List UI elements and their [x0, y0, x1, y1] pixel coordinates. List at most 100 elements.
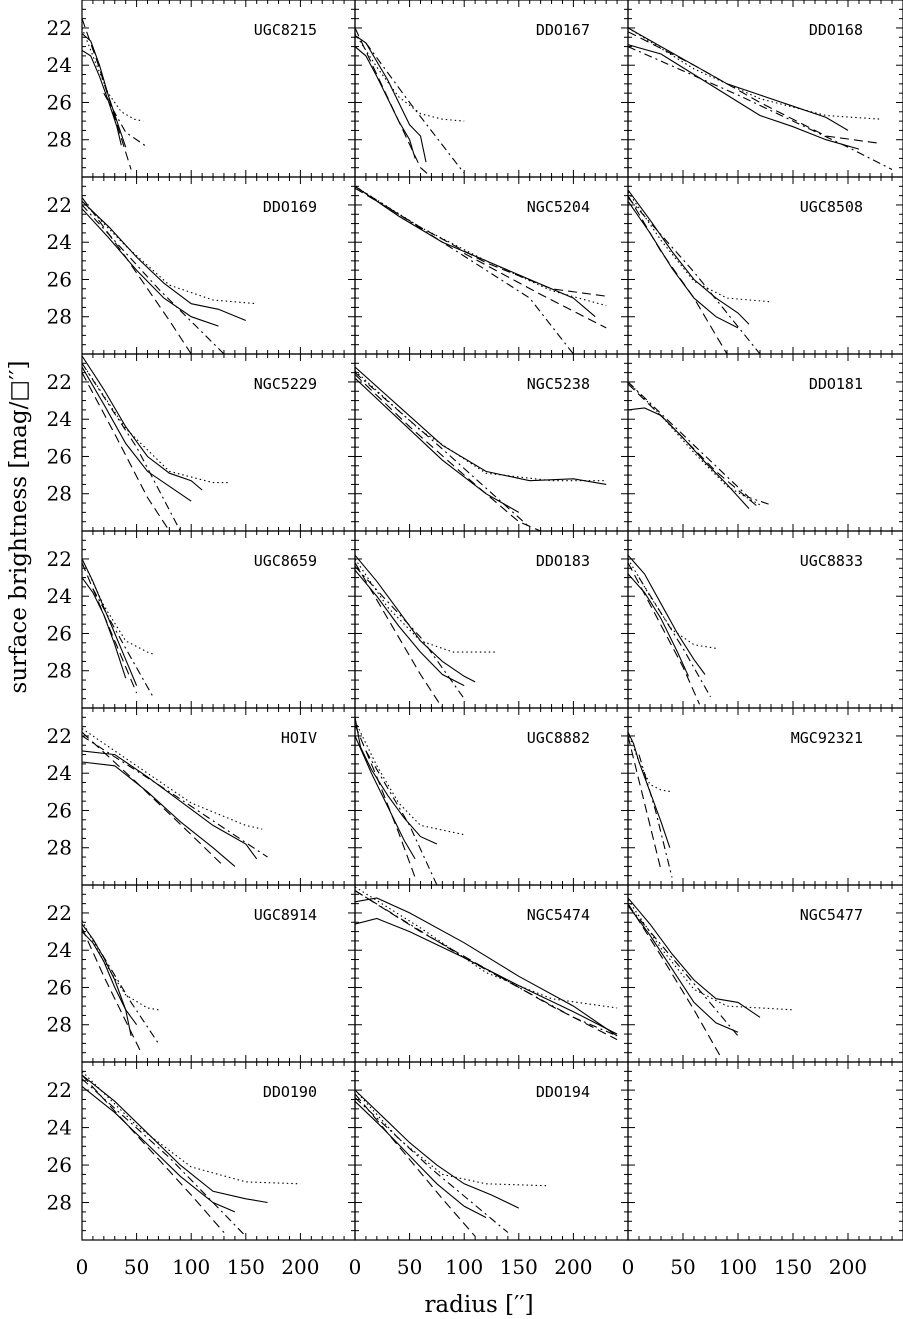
profile-solid-line [628, 44, 860, 150]
profiles [355, 185, 607, 354]
profile-dashed-line [628, 562, 701, 705]
y-tick-label: 24 [47, 230, 72, 254]
profile-solid-line [82, 208, 219, 327]
profile-dashed-line [82, 197, 192, 354]
profile-dashed-line [355, 187, 607, 297]
panel-ugc8882: UGC8882 [354, 707, 629, 886]
galaxy-name-label: UGC8215 [254, 21, 317, 39]
profile-dotted-line [355, 558, 497, 653]
profile-dashdot-line [82, 204, 225, 354]
panel-ngc5204: NGC5204 [354, 176, 629, 355]
profile-solid-line [82, 923, 132, 1037]
panel-ugc8914: UGC8914 [81, 884, 356, 1063]
panel-ngc5238: NGC5238 [354, 353, 629, 532]
profile-dashed-line [355, 724, 416, 878]
profile-dashed-line [355, 27, 432, 177]
panel-ugc8508: UGC8508 [627, 176, 903, 355]
y-tick-label: 22 [47, 16, 72, 40]
profiles [355, 717, 465, 885]
panel-ddo168: DDO168 [627, 0, 903, 178]
profile-dashed-line [82, 18, 132, 170]
y-tick-label: 22 [47, 370, 72, 394]
profiles [82, 1071, 301, 1237]
profile-solid-line [355, 377, 520, 513]
y-tick-label: 26 [47, 621, 72, 645]
profile-dotted-line [628, 191, 772, 303]
profile-dotted-line [628, 558, 717, 649]
profile-dashed-line [355, 562, 443, 708]
profile-solid-line [82, 49, 122, 146]
galaxy-name-label: DDO181 [809, 375, 863, 393]
y-tick-label: 28 [47, 305, 72, 329]
galaxy-name-label: NGC5204 [527, 198, 590, 216]
galaxy-name-label: UGC8914 [254, 906, 317, 924]
y-tick-label: 24 [47, 407, 72, 431]
panels-grid: UGC8215 DDO167 DDO168 DDO169 NGC5204 UGC8508 N… [81, 0, 903, 1241]
x-tick-label: 0 [349, 1255, 362, 1279]
profile-dashed-line [82, 372, 170, 531]
profile-dashdot-line [628, 46, 893, 170]
profile-solid-line [355, 735, 416, 860]
profile-solid-line [82, 200, 247, 322]
y-tick-label: 28 [47, 659, 72, 683]
x-tick-label: 50 [397, 1255, 422, 1279]
profiles [82, 355, 230, 531]
profile-dashdot-line [355, 566, 465, 700]
profile-dotted-line [355, 1089, 547, 1187]
panel-ddo181: DDO181 [627, 353, 903, 532]
y-tick-label: 24 [47, 53, 72, 77]
x-tick-label: 0 [622, 1255, 635, 1279]
profile-solid-line [628, 573, 690, 677]
profiles [628, 731, 673, 878]
panel-ugc8659: UGC8659 [81, 530, 356, 709]
galaxy-name-label: NGC5238 [527, 375, 590, 393]
profile-dashed-line [82, 1074, 225, 1233]
y-tick-label: 24 [47, 1116, 72, 1140]
panel-ngc5229: NGC5229 [81, 353, 356, 532]
profile-dashdot-line [355, 1097, 509, 1233]
y-tick-label: 28 [47, 128, 72, 152]
profile-dotted-line [355, 33, 465, 122]
profile-dotted-line [82, 1071, 301, 1185]
x-tick-label: 50 [670, 1255, 695, 1279]
y-tick-label: 24 [47, 584, 72, 608]
panel-ugc8833: UGC8833 [627, 530, 903, 709]
galaxy-name-label: DDO194 [536, 1083, 590, 1101]
y-axis-title: surface brightness [mag/□′′] [6, 361, 32, 694]
profile-dotted-line [82, 200, 257, 305]
profile-dotted-line [82, 27, 144, 122]
profile-solid-line [355, 897, 618, 1037]
profile-dashed-line [628, 383, 761, 510]
profiles [82, 18, 148, 170]
profiles [355, 554, 497, 708]
profile-dashdot-line [82, 362, 181, 531]
profile-dotted-line [628, 381, 761, 506]
profile-dashdot-line [82, 735, 268, 858]
profile-solid-line [628, 189, 750, 325]
profile-dashdot-line [628, 197, 761, 354]
profile-solid-line [628, 897, 761, 1018]
panel-frame [627, 1061, 903, 1241]
profile-dashdot-line [638, 754, 673, 878]
x-tick-label: 50 [124, 1255, 149, 1279]
x-axis-title: radius [′′] [424, 1292, 533, 1318]
y-tick-label: 26 [47, 267, 72, 291]
y-tick-label: 28 [47, 1013, 72, 1037]
y-tick-label: 28 [47, 1191, 72, 1215]
profiles [355, 366, 607, 531]
panel-ugc8215: UGC8215 [81, 0, 356, 178]
profile-dashed-line [628, 735, 662, 871]
y-tick-label: 28 [47, 482, 72, 506]
y-tick-label: 26 [47, 975, 72, 999]
profile-solid-line [628, 200, 739, 329]
profile-solid-line [82, 761, 236, 867]
profile-dashdot-line [628, 905, 739, 1037]
profiles [355, 27, 465, 177]
profile-dashdot-line [638, 577, 711, 698]
panel-empty [627, 1061, 903, 1241]
profiles [82, 728, 268, 867]
profiles [355, 886, 618, 1041]
profile-dotted-line [628, 27, 882, 120]
y-tick-label: 28 [47, 836, 72, 860]
x-tick-label: 200 [554, 1255, 592, 1279]
